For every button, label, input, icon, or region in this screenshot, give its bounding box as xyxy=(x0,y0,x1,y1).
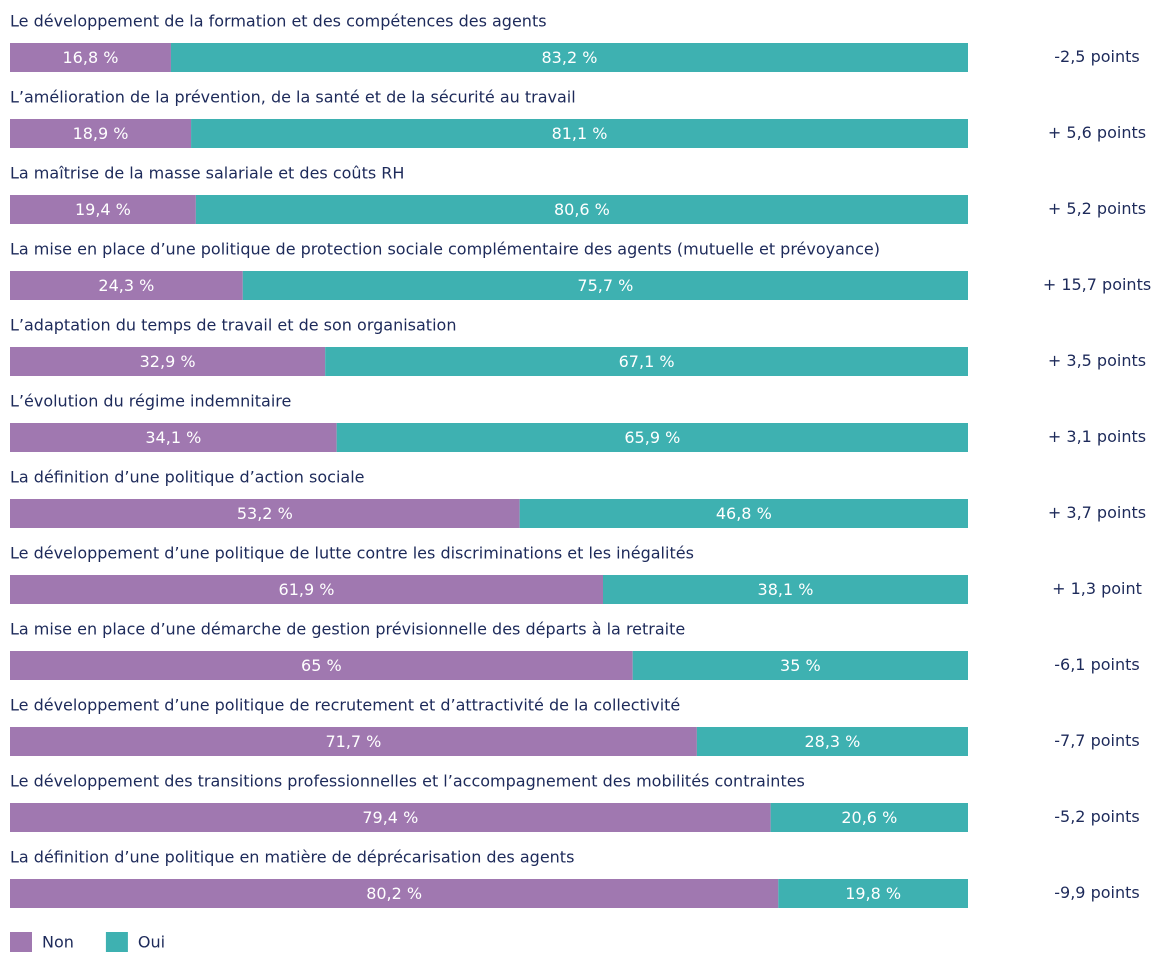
value-label: 38,1 % xyxy=(758,580,814,599)
category-label: Le développement des transitions profess… xyxy=(10,772,805,791)
bar-segment xyxy=(10,803,771,832)
bar-segment xyxy=(242,271,968,300)
value-label: 71,7 % xyxy=(325,732,381,751)
bar-segment xyxy=(696,727,968,756)
bar-segment xyxy=(10,499,520,528)
value-label: 32,9 % xyxy=(140,352,196,371)
value-label: 53,2 % xyxy=(237,504,293,523)
change-annotation: + 5,6 points xyxy=(1048,123,1146,142)
value-label: 79,4 % xyxy=(362,808,418,827)
bar-segment xyxy=(10,271,243,300)
bar-segment xyxy=(336,423,969,452)
change-annotation: -2,5 points xyxy=(1054,47,1139,66)
category-label: L’amélioration de la prévention, de la s… xyxy=(10,88,576,107)
change-annotation: + 3,7 points xyxy=(1048,503,1146,522)
change-annotation: + 15,7 points xyxy=(1043,275,1151,294)
bar-segment xyxy=(603,575,968,604)
change-annotation: -5,2 points xyxy=(1054,807,1139,826)
category-label: La définition d’une politique en matière… xyxy=(10,848,574,867)
value-label: 34,1 % xyxy=(145,428,201,447)
bar-segment xyxy=(10,423,337,452)
bar-segment xyxy=(170,43,969,72)
value-label: 75,7 % xyxy=(577,276,633,295)
value-label: 83,2 % xyxy=(542,48,598,67)
change-annotation: + 3,1 points xyxy=(1048,427,1146,446)
category-label: L’évolution du régime indemnitaire xyxy=(10,392,291,411)
change-annotation: -7,7 points xyxy=(1054,731,1139,750)
category-label: La mise en place d’une démarche de gesti… xyxy=(10,620,685,639)
value-label: 18,9 % xyxy=(73,124,129,143)
value-label: 28,3 % xyxy=(804,732,860,751)
value-label: 24,3 % xyxy=(98,276,154,295)
legend-label: Non xyxy=(42,933,74,952)
legend-swatch xyxy=(105,932,128,952)
value-label: 19,8 % xyxy=(845,884,901,903)
bar-segment xyxy=(10,651,633,680)
category-label: La définition d’une politique d’action s… xyxy=(10,468,364,487)
change-annotation: + 1,3 point xyxy=(1052,579,1142,598)
category-label: Le développement d’une politique de recr… xyxy=(10,696,680,715)
bar-segment xyxy=(10,119,192,148)
legend-swatch xyxy=(10,932,32,952)
bar-segment xyxy=(191,119,968,148)
value-label: 80,6 % xyxy=(554,200,610,219)
change-annotation: + 5,2 points xyxy=(1048,199,1146,218)
category-label: Le développement d’une politique de lutt… xyxy=(10,544,694,563)
bar-segment xyxy=(10,43,171,72)
value-label: 16,8 % xyxy=(63,48,119,67)
bar-segment xyxy=(10,727,697,756)
change-annotation: -9,9 points xyxy=(1054,883,1139,902)
change-annotation: + 3,5 points xyxy=(1048,351,1146,370)
value-label: 35 % xyxy=(780,656,821,675)
value-label: 65,9 % xyxy=(624,428,680,447)
change-annotation: -6,1 points xyxy=(1054,655,1139,674)
value-label: 80,2 % xyxy=(366,884,422,903)
category-label: La maîtrise de la masse salariale et des… xyxy=(10,164,404,183)
category-label: Le développement de la formation et des … xyxy=(10,12,547,31)
bar-segment xyxy=(10,575,604,604)
value-label: 20,6 % xyxy=(841,808,897,827)
bar-segment xyxy=(325,347,968,376)
value-label: 81,1 % xyxy=(552,124,608,143)
category-label: La mise en place d’une politique de prot… xyxy=(10,240,880,259)
bar-segment xyxy=(195,195,969,224)
legend-label: Oui xyxy=(138,933,165,952)
value-label: 61,9 % xyxy=(279,580,335,599)
value-label: 19,4 % xyxy=(75,200,131,219)
bar-segment xyxy=(519,499,968,528)
value-label: 46,8 % xyxy=(716,504,772,523)
category-label: L’adaptation du temps de travail et de s… xyxy=(10,316,456,335)
value-label: 67,1 % xyxy=(619,352,675,371)
bar-segment xyxy=(632,651,968,680)
bar-segment xyxy=(778,879,968,908)
bar-segment xyxy=(10,879,779,908)
value-label: 65 % xyxy=(301,656,342,675)
bar-segment xyxy=(10,347,326,376)
bar-segment xyxy=(770,803,968,832)
bar-segment xyxy=(10,195,196,224)
